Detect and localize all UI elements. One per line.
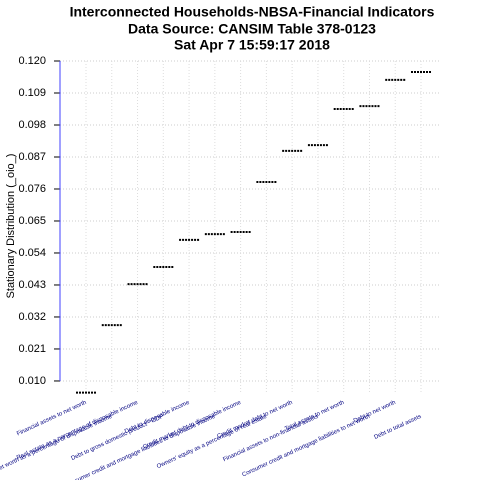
y-tick-label: 0.109 xyxy=(18,87,46,99)
y-tick-label: 0.054 xyxy=(18,247,46,259)
y-tick-label: 0.032 xyxy=(18,311,46,323)
y-tick-label: 0.043 xyxy=(18,279,46,291)
x-tick-label: Debt to net worth xyxy=(353,400,397,425)
y-tick-label: 0.098 xyxy=(18,119,46,131)
x-tick-label: Debt to total assets xyxy=(373,414,422,441)
y-tick-label: 0.010 xyxy=(18,375,46,387)
y-tick-label: 0.120 xyxy=(18,55,46,67)
y-axis-label: Stationary Distribution (_oio_) xyxy=(5,154,17,299)
y-tick-label: 0.087 xyxy=(18,151,46,163)
y-tick-label: 0.021 xyxy=(18,343,46,355)
y-tick-label: 0.065 xyxy=(18,215,46,227)
chart-subtitle: Data Source: CANSIM Table 378-0123 xyxy=(128,21,376,37)
x-tick-label: Credit market debt to disposable income xyxy=(142,400,242,451)
y-tick-label: 0.076 xyxy=(18,183,46,195)
chart-title: Interconnected Households-NBSA-Financial… xyxy=(70,4,435,20)
chart-date: Sat Apr 7 15:59:17 2018 xyxy=(174,37,330,53)
